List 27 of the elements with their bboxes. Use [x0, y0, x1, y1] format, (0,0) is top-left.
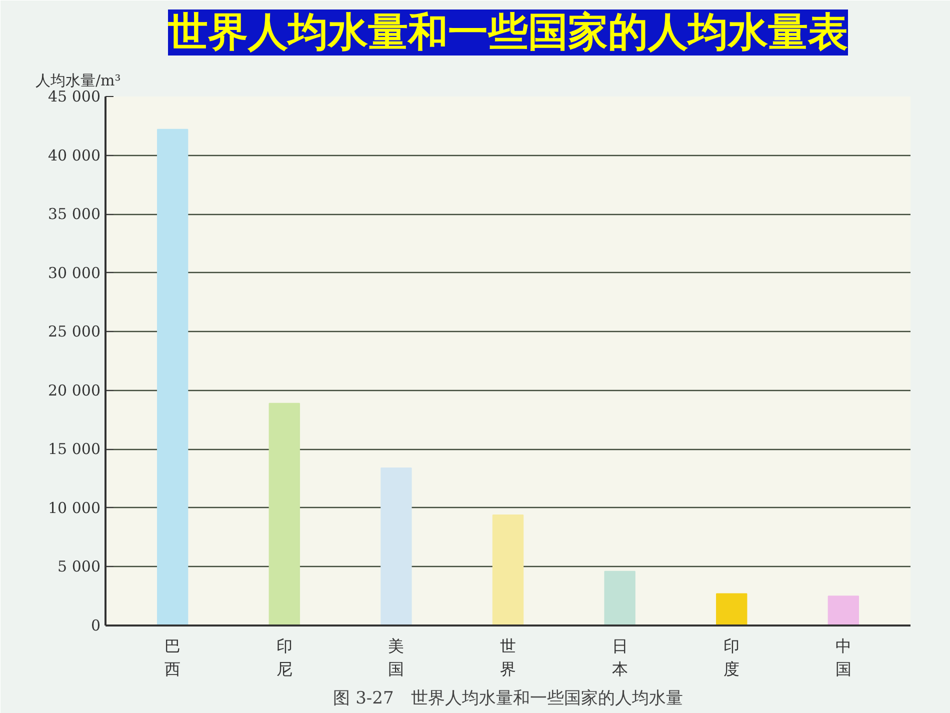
caption: 图 3-27 世界人均水量和一些国家的人均水量 [333, 688, 683, 708]
x-tick-label: 美国 [388, 636, 404, 678]
x-tick-label: 世界 [500, 636, 516, 678]
y-tick-label: 35 000 [48, 205, 101, 224]
y-axis-title: 人均水量/m³ [36, 72, 121, 90]
y-tick-label: 20 000 [48, 381, 101, 400]
bar [492, 514, 524, 626]
bar [268, 402, 300, 626]
y-tick-label: 15 000 [48, 440, 101, 458]
y-tick-label: 25 000 [48, 322, 101, 341]
chart-title: 世界人均水量和一些国家的人均水量表 [167, 10, 848, 56]
x-tick-label: 印度 [724, 636, 740, 678]
x-tick-label: 巴西 [164, 636, 181, 678]
x-tick-label: 中国 [835, 636, 852, 678]
y-tick-label: 10 000 [48, 498, 101, 517]
bar [604, 570, 636, 626]
bar [716, 593, 748, 626]
y-tick-label: 40 000 [48, 146, 101, 164]
bar [156, 128, 188, 626]
bar [380, 467, 412, 626]
y-tick-label: 5 000 [58, 558, 101, 576]
y-tick-label: 30 000 [48, 264, 101, 282]
y-tick-label: 0 [90, 616, 101, 634]
x-tick-label: 印尼 [276, 636, 292, 678]
x-tick-label: 日本 [612, 636, 628, 678]
y-tick-label: 45 000 [48, 88, 101, 106]
bar [828, 596, 860, 626]
